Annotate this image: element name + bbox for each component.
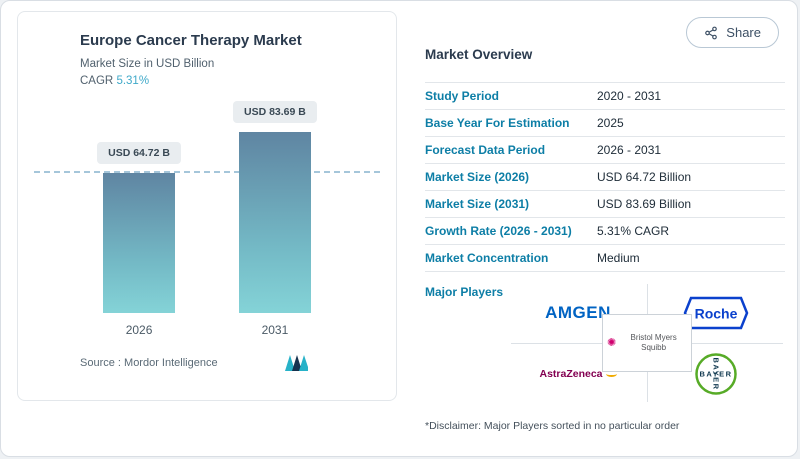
- table-row-market-size-2026: Market Size (2026) USD 64.72 Billion: [425, 164, 785, 191]
- cagr-label: CAGR: [80, 75, 114, 87]
- x-axis-label-2026: 2026: [125, 323, 153, 337]
- mordor-intelligence-logo: [284, 355, 308, 371]
- row-value: 5.31% CAGR: [597, 224, 670, 238]
- source-text: Source : Mordor Intelligence: [80, 357, 218, 369]
- table-row-forecast-period: Forecast Data Period 2026 - 2031: [425, 137, 785, 164]
- table-row-market-size-2031: Market Size (2031) USD 83.69 Billion: [425, 191, 785, 218]
- astrazeneca-logo: AstraZeneca: [509, 343, 647, 404]
- bar-2031: [238, 132, 311, 313]
- overview-table: Study Period 2020 - 2031 Base Year For E…: [425, 82, 785, 272]
- bar-value-label-2031: USD 83.69 B: [233, 101, 317, 123]
- row-value: Medium: [597, 251, 640, 265]
- bayer-logo: BAYER BAYER: [647, 343, 785, 404]
- overview-heading: Market Overview: [425, 47, 533, 62]
- source-row: Source : Mordor Intelligence: [80, 355, 308, 371]
- amgen-wordmark: AMGEN: [545, 302, 611, 322]
- bms-wordmark: Bristol Myers Squibb: [630, 333, 677, 352]
- bar-value-label-2026: USD 64.72 B: [97, 142, 181, 164]
- row-value: USD 83.69 Billion: [597, 197, 692, 211]
- bayer-wordmark-vertical: BAYER: [712, 357, 721, 390]
- source-label: Source :: [80, 357, 121, 369]
- row-label: Study Period: [425, 89, 500, 103]
- chart-header: Europe Cancer Therapy Market Market Size…: [80, 32, 372, 87]
- table-row-study-period: Study Period 2020 - 2031: [425, 83, 785, 110]
- row-label: Growth Rate (2026 - 2031): [425, 224, 572, 238]
- cagr-value: 5.31%: [116, 75, 150, 87]
- table-row-market-concentration: Market Concentration Medium: [425, 245, 785, 272]
- row-label: Forecast Data Period: [425, 143, 546, 157]
- bayer-wordmark-horizontal: BAYER: [699, 369, 732, 378]
- disclaimer-text: *Disclaimer: Major Players sorted in no …: [425, 420, 680, 432]
- market-overview-panel: Market Overview Study Period 2020 - 2031…: [425, 47, 785, 432]
- cagr-line: CAGR 5.31%: [80, 75, 372, 87]
- row-label: Base Year For Estimation: [425, 116, 570, 130]
- row-value: 2020 - 2031: [597, 89, 662, 103]
- chart-subtitle: Market Size in USD Billion: [80, 58, 215, 70]
- astrazeneca-wordmark: AstraZeneca: [539, 367, 603, 380]
- major-players-grid: AMGEN Roche AstraZeneca BAYER: [509, 282, 785, 404]
- share-button[interactable]: Share: [686, 17, 779, 48]
- reference-line: [34, 171, 380, 173]
- chart-title: Europe Cancer Therapy Market: [80, 32, 302, 49]
- row-value: 2026 - 2031: [597, 143, 662, 157]
- row-value: 2025: [597, 116, 624, 130]
- share-icon: [704, 26, 718, 40]
- bar-2026: [103, 173, 176, 313]
- amgen-logo: AMGEN: [509, 282, 647, 343]
- source-value: Mordor Intelligence: [124, 357, 218, 369]
- bms-symbol-icon: ✺: [607, 336, 617, 349]
- bristol-myers-squibb-logo: ✺ Bristol Myers Squibb: [602, 314, 692, 372]
- major-players-section: Major Players AMGEN Roche AstraZeneca: [425, 282, 785, 404]
- row-label: Market Size (2026): [425, 170, 530, 184]
- share-label: Share: [726, 25, 761, 40]
- row-label: Market Size (2031): [425, 197, 530, 211]
- bar-column-2031: USD 83.69 B 2031: [233, 101, 317, 339]
- table-row-base-year: Base Year For Estimation 2025: [425, 110, 785, 137]
- bar-column-2026: USD 64.72 B 2026: [97, 142, 181, 339]
- market-chart-card: Europe Cancer Therapy Market Market Size…: [17, 11, 397, 401]
- row-label: Market Concentration: [425, 251, 549, 265]
- bar-chart: USD 64.72 B 2026 USD 83.69 B 2031: [34, 99, 380, 339]
- x-axis-label-2031: 2031: [261, 323, 289, 337]
- roche-wordmark: Roche: [695, 305, 738, 321]
- table-row-growth-rate: Growth Rate (2026 - 2031) 5.31% CAGR: [425, 218, 785, 245]
- major-players-label: Major Players: [425, 285, 504, 299]
- astrazeneca-swoosh-icon: [605, 371, 617, 377]
- roche-logo: Roche: [647, 282, 785, 343]
- row-value: USD 64.72 Billion: [597, 170, 692, 184]
